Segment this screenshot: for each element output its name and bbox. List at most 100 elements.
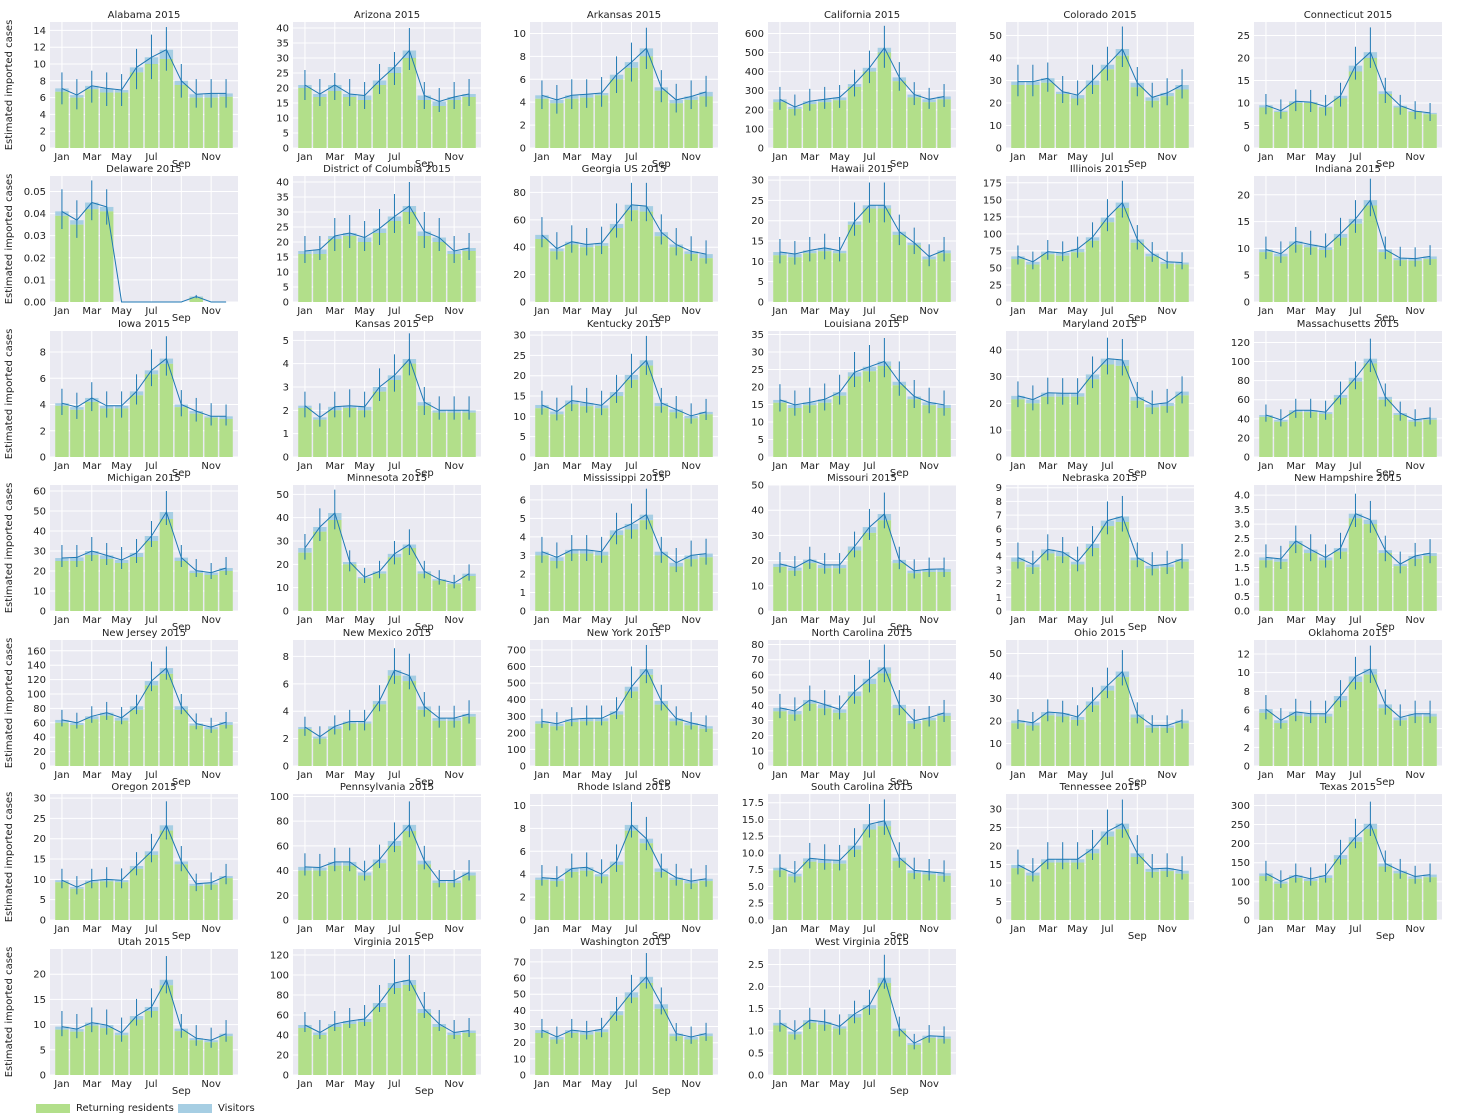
bar-residents <box>447 412 461 457</box>
bar-residents <box>159 985 174 1075</box>
bar-residents <box>1318 716 1333 766</box>
bar-residents <box>387 380 402 457</box>
y-tick-label: 12.5 <box>742 832 764 843</box>
bar-residents <box>817 708 832 766</box>
bar-residents <box>328 729 342 766</box>
panel-title: Washington 2015 <box>580 937 667 948</box>
x-tick-label: Sep <box>1128 777 1147 788</box>
y-tick-label: 10 <box>33 1020 46 1031</box>
bar-residents <box>357 100 372 148</box>
bar-residents <box>189 413 203 457</box>
x-tick-label: Jul <box>1348 615 1361 626</box>
bar-residents <box>1160 263 1174 302</box>
y-tick-label: 40 <box>33 527 46 538</box>
bar-residents <box>922 259 936 302</box>
panel-mississippi-2015: 0 1 2 3 4 5 6 Jan Mar May Jul Sep Nov Mississippi 201… <box>520 473 718 633</box>
bar-residents <box>639 365 654 457</box>
bar-residents <box>1318 249 1333 302</box>
bar-residents <box>99 92 114 148</box>
x-tick-label: May <box>1067 306 1088 317</box>
bar-residents <box>85 882 99 920</box>
bar-residents <box>1378 252 1393 302</box>
x-tick-label: Sep <box>1376 313 1395 324</box>
y-tick-label: 7.5 <box>748 865 764 876</box>
bar-residents <box>219 571 233 611</box>
y-tick-label: 5 <box>758 435 764 446</box>
y-tick-label: 2 <box>996 579 1002 590</box>
bar-residents <box>579 97 594 148</box>
x-tick-label: Mar <box>82 461 102 472</box>
x-tick-label: Jul <box>144 924 157 935</box>
bar-residents <box>609 1015 624 1075</box>
x-tick-label: May <box>829 1079 850 1090</box>
y-tick-label: 120 <box>270 951 289 962</box>
x-tick-label: Jan <box>533 461 549 472</box>
x-tick-label: Sep <box>415 313 434 324</box>
y-tick-label: 0 <box>40 916 46 927</box>
y-tick-label: 0 <box>996 298 1002 309</box>
bar-residents <box>313 738 327 766</box>
bar-residents <box>535 879 549 920</box>
bar-residents <box>817 1024 832 1075</box>
bar-residents <box>357 723 372 766</box>
y-tick-label: 20 <box>276 1051 289 1062</box>
bar-residents <box>1363 829 1378 920</box>
x-tick-label: Sep <box>1128 313 1147 324</box>
x-tick-label: Jul <box>1100 306 1113 317</box>
panel-washington-2015: 0 10 20 30 40 50 60 70 Jan Mar May Jul Sep Nov Washing… <box>513 937 718 1097</box>
bar-residents <box>174 709 189 766</box>
y-tick-label: 8 <box>1244 687 1250 698</box>
bar-residents <box>85 401 99 457</box>
bar-residents <box>1289 878 1303 920</box>
y-tick-label: 4 <box>40 110 46 121</box>
bar-residents <box>70 888 84 920</box>
x-tick-label: May <box>1315 770 1336 781</box>
x-tick-label: Jan <box>1009 615 1025 626</box>
panel-oregon-2015: 0 5 10 15 20 25 30 Jan Mar May Jul Sep Nov Oregon 201… <box>4 782 238 942</box>
y-tick-label: 0 <box>283 607 289 618</box>
bar-residents <box>1041 254 1055 302</box>
panel-title: Mississippi 2015 <box>583 473 665 484</box>
bar-residents <box>1318 107 1333 148</box>
bar-residents <box>803 104 817 148</box>
bar-residents <box>298 870 312 920</box>
x-tick-label: Sep <box>1376 931 1395 942</box>
panel-louisiana-2015: 0 5 10 15 20 25 30 35 Jan Mar May Jul Sep Nov Louisian… <box>751 319 956 479</box>
bar-residents <box>432 412 446 457</box>
bar-residents <box>1130 242 1145 302</box>
y-tick-label: 5 <box>520 514 526 525</box>
x-tick-label: Nov <box>444 461 464 472</box>
y-tick-label: 20 <box>513 1038 526 1049</box>
panel-west-virginia-2015: 0.0 0.5 1.0 1.5 2.0 2.5 Jan Mar May Jul Sep Nov West… <box>748 937 956 1097</box>
y-tick-label: 4.0 <box>1234 491 1250 502</box>
y-tick-label: 5 <box>996 538 1002 549</box>
x-tick-label: May <box>111 615 132 626</box>
x-tick-label: Sep <box>172 468 191 479</box>
bar-residents <box>342 865 357 920</box>
bar-residents <box>114 408 129 457</box>
bar-residents <box>877 673 892 766</box>
x-tick-label: Jul <box>862 924 875 935</box>
panel-title: New Hampshire 2015 <box>1294 473 1402 484</box>
y-tick-label: 3.5 <box>1234 505 1250 516</box>
bar-residents <box>1423 877 1437 920</box>
x-tick-label: May <box>354 152 375 163</box>
x-tick-label: Mar <box>562 306 582 317</box>
y-tick-label: 15 <box>33 855 46 866</box>
panel-texas-2015: 0 50 100 150 200 250 300 Jan Mar May Jul Sep Nov Texa… <box>1231 782 1442 942</box>
panel-indiana-2015: 0 5 10 15 20 Jan Mar May Jul Sep Nov Indiana 2015 <box>1237 164 1442 324</box>
panel-title: California 2015 <box>824 10 900 21</box>
bar-residents <box>372 391 387 457</box>
bar-residents <box>387 557 402 611</box>
bar-residents <box>639 56 654 149</box>
bar-residents <box>99 211 114 302</box>
bar-residents <box>922 405 936 457</box>
x-tick-label: Jan <box>53 770 69 781</box>
panel-title: Tennessee 2015 <box>1059 782 1141 793</box>
x-tick-label: Nov <box>1405 770 1425 781</box>
bar-residents <box>862 371 877 457</box>
bar-residents <box>594 408 609 457</box>
bar-residents <box>1348 682 1363 766</box>
y-tick-label: 50 <box>33 507 46 518</box>
panel-title: Maryland 2015 <box>1062 319 1137 330</box>
